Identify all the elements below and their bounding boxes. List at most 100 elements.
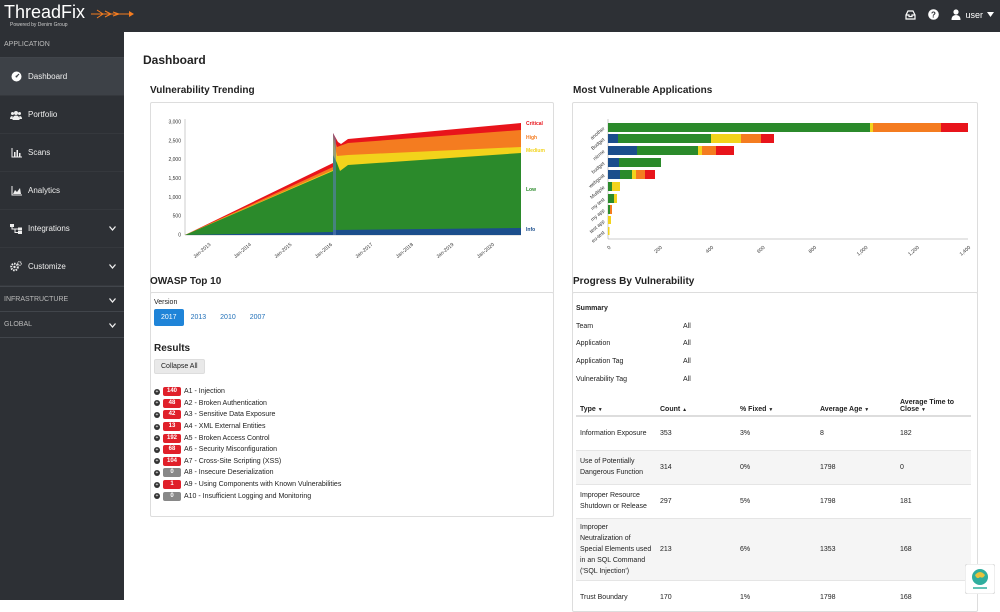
bar-segment[interactable] <box>941 123 968 132</box>
filter-application: Application All <box>576 340 691 347</box>
bar-segment[interactable] <box>608 170 620 179</box>
owasp-item[interactable]: +48 A2 - Broken Authentication <box>154 398 341 410</box>
table-row[interactable]: Improper Resource Shutdown or Release 297… <box>576 483 971 518</box>
column-header-fixed[interactable]: % Fixed ▼ <box>736 390 816 417</box>
version-tab-2007[interactable]: 2007 <box>249 314 266 321</box>
column-header-age[interactable]: Average Age ▼ <box>816 390 896 417</box>
expand-plus-icon[interactable]: + <box>154 469 160 476</box>
expand-plus-icon[interactable]: + <box>154 446 160 453</box>
info-area <box>185 228 521 235</box>
owasp-item[interactable]: +13 A4 - XML External Entities <box>154 421 341 433</box>
bar-segment[interactable] <box>716 146 734 155</box>
version-tab-2013[interactable]: 2013 <box>190 314 207 321</box>
filter-key: Application Tag <box>576 358 624 365</box>
owasp-item[interactable]: +42 A3 - Sensitive Data Exposure <box>154 409 341 421</box>
sidebar-section-application[interactable]: APPLICATION <box>0 32 124 58</box>
bar-segment[interactable] <box>636 170 645 179</box>
low-area <box>185 153 521 235</box>
bar-segment[interactable] <box>608 216 611 224</box>
bar-segment[interactable] <box>612 182 620 191</box>
bar-segment[interactable] <box>645 170 655 179</box>
version-tab-2010[interactable]: 2010 <box>220 314 236 321</box>
x-tick-label: 1,000 <box>856 245 870 258</box>
expand-plus-icon[interactable]: + <box>154 493 160 500</box>
bar-segment[interactable] <box>618 134 711 143</box>
expand-plus-icon[interactable]: + <box>154 458 160 465</box>
expand-plus-icon[interactable]: + <box>154 481 160 488</box>
sidebar-item-scans[interactable]: Scans <box>0 134 124 172</box>
sidebar-item-analytics[interactable]: Analytics <box>0 172 124 210</box>
sidebar-section-global[interactable]: GLOBAL <box>0 312 124 338</box>
bar-segment[interactable] <box>608 146 637 155</box>
bar-segment[interactable] <box>614 194 617 203</box>
app-label[interactable]: budget <box>591 161 607 176</box>
table-row[interactable]: Use of Potentially Dangerous Function 314… <box>576 449 971 484</box>
cell-age: 1798 <box>816 483 896 518</box>
column-header-close[interactable]: Average Time to Close ▼ <box>896 390 971 417</box>
help-icon[interactable]: ? <box>928 9 940 20</box>
bar-segment[interactable] <box>619 158 661 167</box>
owasp-item[interactable]: +68 A6 - Security Misconfiguration <box>154 444 341 456</box>
bar-segment[interactable] <box>608 205 610 214</box>
sidebar-section-infrastructure[interactable]: INFRASTRUCTURE <box>0 286 124 312</box>
expand-plus-icon[interactable]: + <box>154 411 160 418</box>
inbox-icon[interactable] <box>905 9 917 20</box>
bar-segment[interactable] <box>608 227 610 235</box>
cell-close: 181 <box>896 483 971 518</box>
bar-segment[interactable] <box>610 205 612 214</box>
collapse-all-button[interactable]: Collapse All <box>154 359 205 374</box>
most-vulnerable-chart: 0 200 400 600 800 1,000 1,200 1,400 anotherBudg… <box>588 119 972 258</box>
floating-widget-icon[interactable] <box>965 564 995 594</box>
y-tick-label: 1,500 <box>168 176 181 182</box>
owasp-item[interactable]: +0 A8 - Insecure Deserialization <box>154 467 341 479</box>
version-tabs: 2017 2013 2010 2007 <box>154 309 272 326</box>
bar-segment[interactable] <box>620 170 632 179</box>
owasp-item[interactable]: +1 A9 - Using Components with Known Vulne… <box>154 479 341 491</box>
expand-plus-icon[interactable]: + <box>154 400 160 407</box>
chevron-down-icon <box>109 298 116 303</box>
expand-plus-icon[interactable]: + <box>154 435 160 442</box>
sidebar-item-label: Portfolio <box>28 110 58 119</box>
expand-plus-icon[interactable]: + <box>154 423 160 430</box>
bar-segment[interactable] <box>637 146 698 155</box>
bar-segment[interactable] <box>761 134 774 143</box>
owasp-item[interactable]: +104 A7 - Cross-Site Scripting (XSS) <box>154 456 341 468</box>
bar-segment[interactable] <box>632 170 636 179</box>
sidebar-item-integrations[interactable]: Integrations <box>0 210 124 248</box>
sort-down-icon: ▼ <box>864 407 870 413</box>
top-bar: ThreadFix Powered by Denim Group ? user <box>0 0 1000 32</box>
column-header-count[interactable]: Count ▲ <box>656 390 736 417</box>
bar-segment[interactable] <box>698 146 702 155</box>
sidebar-item-portfolio[interactable]: Portfolio <box>0 96 124 134</box>
table-row[interactable]: Improper Neutralization of Special Eleme… <box>576 517 971 580</box>
table-row[interactable]: Trust Boundary 170 1% 1798 168 <box>576 579 971 611</box>
bar-segment[interactable] <box>870 123 873 132</box>
chevron-down-icon <box>109 226 116 231</box>
owasp-item[interactable]: +140 A1 - Injection <box>154 386 341 398</box>
bar-segment[interactable] <box>711 134 741 143</box>
user-menu[interactable]: user <box>951 9 994 20</box>
bar-chart-icon <box>10 147 22 159</box>
owasp-item[interactable]: +0 A10 - Insufficient Logging and Monitor… <box>154 490 341 502</box>
expand-plus-icon[interactable]: + <box>154 388 160 395</box>
y-tick-label: 500 <box>173 214 182 220</box>
bar-segment[interactable] <box>608 134 618 143</box>
sidebar-item-customize[interactable]: Customize <box>0 248 124 286</box>
bar-segment[interactable] <box>741 134 761 143</box>
bar-segment[interactable] <box>702 146 716 155</box>
most-vulnerable-panel: 0 200 400 600 800 1,000 1,200 1,400 another Budg… <box>572 102 978 294</box>
bar-segment[interactable] <box>608 194 614 203</box>
filter-key: Team <box>576 323 594 330</box>
bar-segment[interactable] <box>873 123 941 132</box>
page-title: Dashboard <box>143 53 206 67</box>
table-row[interactable]: Information Exposure 353 3% 8 182 <box>576 415 971 450</box>
bar-segment[interactable] <box>608 182 612 191</box>
owasp-item[interactable]: +192 A5 - Broken Access Control <box>154 432 341 444</box>
bar-segment[interactable] <box>608 158 619 167</box>
version-tab-2017[interactable]: 2017 <box>154 309 184 326</box>
column-header-type[interactable]: Type ▼ <box>576 390 656 417</box>
bar-segment[interactable] <box>608 123 870 132</box>
threadfix-logo[interactable]: ThreadFix Powered by Denim Group <box>4 2 135 28</box>
sidebar-item-dashboard[interactable]: Dashboard <box>0 58 124 96</box>
x-tick-label: Jan-2015 <box>273 242 293 260</box>
